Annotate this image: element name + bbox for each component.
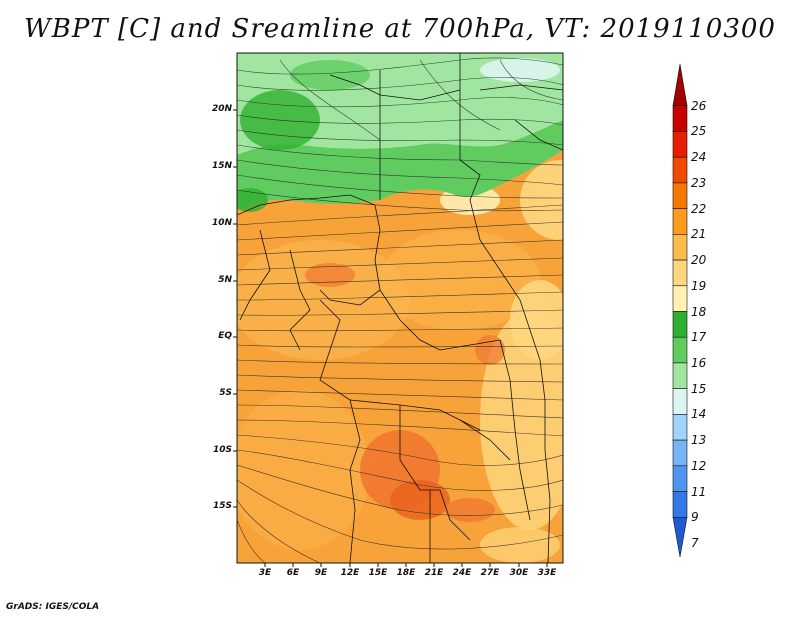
lat-label: 10N [211, 218, 232, 228]
colorbar-swatch [672, 208, 688, 235]
colorbar-label: 24 [691, 150, 707, 165]
lat-label: 5S [219, 388, 232, 398]
colorbar-label: 19 [691, 278, 707, 293]
colorbar-label: 14 [691, 407, 707, 422]
lon-label: 30E [509, 568, 529, 578]
lat-ticks [233, 109, 237, 508]
colorbar-swatch [672, 285, 688, 312]
colorbar-swatch [672, 311, 688, 338]
credit-text: GrADS: IGES/COLA [6, 602, 100, 612]
lon-label: 15E [368, 568, 388, 578]
lon-label: 33E [537, 568, 557, 578]
colorbar-label: 12 [691, 458, 707, 473]
colorbar-swatch [672, 336, 688, 364]
colorbar-label: 16 [691, 355, 707, 370]
map-field [237, 53, 563, 563]
colorbar-label: 23 [691, 175, 707, 190]
colorbar-swatch [672, 105, 688, 132]
country-borders [237, 53, 563, 563]
colorbar-label: 13 [691, 433, 707, 448]
colorbar-swatch [672, 131, 688, 158]
colorbar-label: 20 [691, 253, 707, 268]
lat-label: 15S [212, 501, 232, 511]
lon-label: 9E [314, 568, 328, 578]
streamlines [237, 57, 563, 563]
colorbar-label: 26 [691, 98, 707, 113]
colorbar-swatch [672, 63, 688, 107]
map-frame [236, 52, 564, 564]
lat-label: EQ [218, 331, 232, 341]
lon-label: 24E [452, 568, 472, 578]
lon-label: 6E [286, 568, 300, 578]
colorbar-label: 7 [691, 536, 699, 550]
lat-label: 5N [218, 275, 232, 285]
colorbar-label: 18 [691, 304, 707, 319]
chart-title: WBPT [C] and Sreamline at 700hPa, VT: 20… [24, 14, 776, 44]
colorbar-label: 25 [691, 124, 707, 139]
colorbar-swatch [672, 491, 688, 518]
colorbar-swatch [672, 465, 688, 492]
colorbar-swatch [672, 362, 688, 389]
lon-label: 12E [340, 568, 360, 578]
lat-label: 15N [211, 161, 232, 171]
colorbar-swatch [672, 439, 688, 467]
lon-ticks [264, 563, 548, 567]
colorbar-label: 17 [691, 330, 707, 345]
colorbar-swatch [672, 388, 688, 415]
colorbar-swatch [672, 182, 688, 209]
lon-label: 21E [424, 568, 444, 578]
colorbar-label: 11 [691, 484, 707, 499]
lat-label: 10S [212, 445, 232, 455]
lon-label: 3E [258, 568, 272, 578]
lat-label: 20N [211, 104, 232, 114]
lon-label: 27E [480, 568, 500, 578]
colorbar-swatch [672, 516, 688, 558]
colorbar [672, 63, 688, 558]
colorbar-label: 22 [691, 201, 707, 216]
colorbar-label: 9 [691, 510, 699, 525]
colorbar-label: 21 [691, 227, 707, 242]
colorbar-swatch [672, 259, 688, 287]
lon-label: 18E [396, 568, 416, 578]
colorbar-swatch [672, 414, 688, 441]
colorbar-swatch [672, 234, 688, 261]
colorbar-label: 15 [691, 381, 707, 396]
colorbar-swatch [672, 156, 688, 184]
